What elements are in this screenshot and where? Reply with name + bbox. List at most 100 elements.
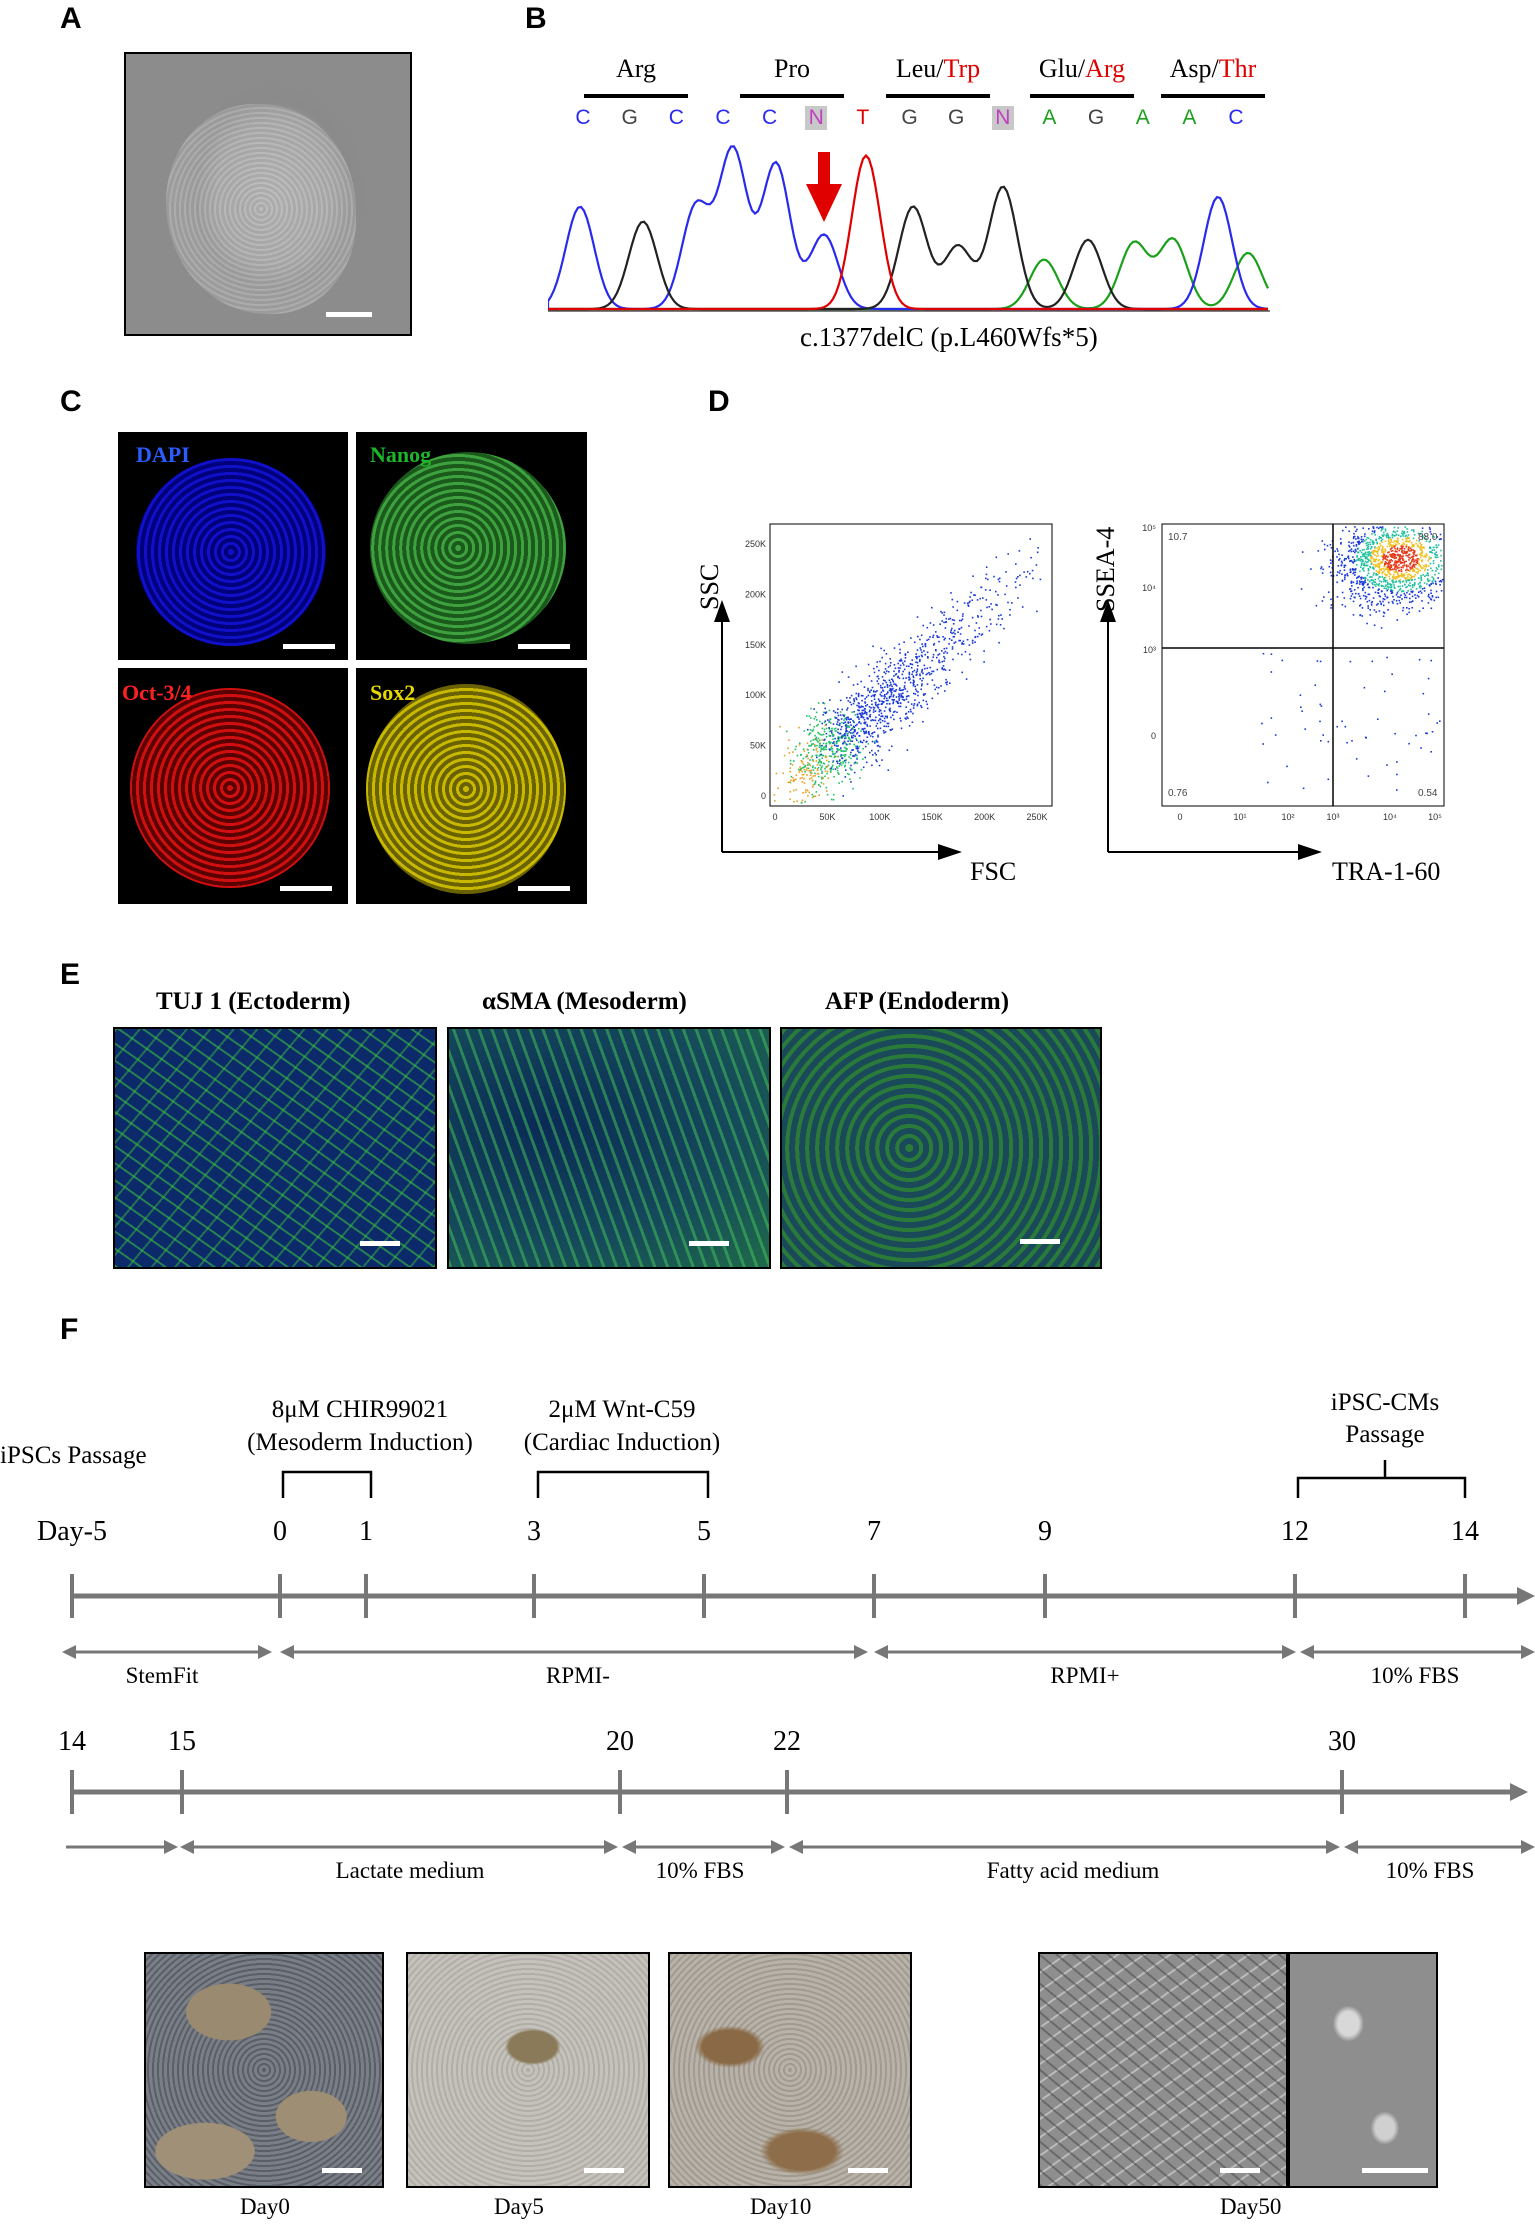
event-dot (817, 766, 820, 769)
event-dot (860, 730, 862, 732)
event-dot (1370, 557, 1372, 560)
event-dot (825, 742, 828, 745)
event-dot (873, 671, 876, 674)
event-dot (1341, 580, 1344, 582)
event-dot (1396, 761, 1398, 763)
event-dot (863, 686, 866, 688)
event-dot (798, 726, 800, 729)
event-dot (1382, 556, 1384, 559)
event-dot (1376, 555, 1378, 558)
event-dot (840, 737, 843, 739)
event-dot (851, 728, 853, 730)
event-dot (884, 715, 887, 718)
event-dot (881, 759, 883, 761)
event-dot (828, 761, 830, 763)
event-dot (1416, 539, 1418, 542)
event-dot (1394, 732, 1396, 735)
event-dot (1409, 547, 1411, 550)
event-dot (1424, 575, 1426, 577)
event-dot (1403, 551, 1406, 554)
event-dot (1421, 560, 1423, 563)
event-dot (1373, 531, 1376, 533)
event-dot (898, 699, 900, 701)
event-dot (1370, 563, 1373, 565)
event-dot (1423, 590, 1426, 592)
event-dot (891, 688, 893, 691)
event-dot (1381, 526, 1384, 528)
event-dot (869, 735, 872, 737)
event-dot (823, 702, 826, 705)
event-dot (830, 746, 833, 749)
event-dot (985, 599, 988, 601)
event-dot (921, 643, 923, 645)
event-dot (1366, 558, 1369, 560)
event-dot (1406, 531, 1409, 533)
event-dot (1403, 532, 1406, 535)
event-dot (1388, 541, 1391, 544)
event-dot (1399, 535, 1402, 538)
event-dot (1353, 596, 1356, 599)
event-dot (874, 719, 877, 722)
event-dot (1347, 555, 1350, 557)
event-dot (966, 638, 969, 641)
event-dot (1378, 566, 1381, 569)
event-dot (907, 676, 910, 679)
event-dot (1395, 544, 1398, 546)
quadrant-ur: 88.0 (1418, 532, 1438, 543)
y-tick-label: 10³ (1143, 645, 1156, 655)
event-dot (876, 665, 878, 668)
event-dot (860, 694, 863, 697)
event-dot (823, 730, 826, 733)
trace-G (548, 185, 1268, 311)
event-dot (913, 683, 915, 686)
event-dot (1349, 569, 1352, 571)
event-dot (830, 755, 833, 758)
event-dot (1361, 559, 1364, 561)
event-dot (1353, 544, 1355, 547)
y-tick-label: 100K (745, 690, 766, 700)
event-dot (848, 731, 850, 733)
event-dot (931, 606, 933, 609)
event-dot (1383, 598, 1386, 601)
event-dot (1368, 599, 1371, 602)
event-dot (839, 699, 842, 702)
event-dot (845, 743, 848, 746)
event-dot (1435, 570, 1437, 572)
event-dot (855, 692, 858, 695)
event-dot (845, 723, 847, 726)
event-dot (1425, 540, 1428, 542)
event-dot (1427, 574, 1429, 577)
event-dot (789, 763, 792, 765)
event-dot (1394, 544, 1397, 547)
event-dot (820, 761, 822, 763)
event-dot (841, 708, 843, 711)
event-dot (826, 770, 829, 773)
event-dot (899, 664, 902, 667)
day-tick-label: 7 (867, 1516, 881, 1547)
event-dot (1039, 578, 1042, 581)
event-dot (919, 638, 921, 641)
event-dot (858, 721, 861, 723)
event-dot (1432, 562, 1435, 565)
event-dot (824, 775, 826, 778)
event-dot (1381, 549, 1383, 551)
event-dot (1366, 600, 1369, 603)
event-dot (1400, 545, 1403, 548)
event-dot (1386, 556, 1389, 558)
event-dot (1404, 594, 1407, 597)
codon-label-2: Leu/Trp (895, 54, 981, 83)
event-dot (916, 703, 919, 706)
event-dot (830, 748, 832, 750)
event-dot (795, 745, 797, 748)
event-dot (1395, 576, 1398, 578)
event-dot (819, 760, 821, 762)
event-dot (838, 719, 840, 721)
event-dot (972, 639, 974, 642)
event-dot (902, 689, 905, 691)
event-dot (872, 694, 874, 697)
event-dot (1368, 551, 1370, 553)
event-dot (1370, 554, 1372, 557)
event-dot (1330, 604, 1333, 606)
event-dot (906, 749, 909, 751)
event-dot (892, 694, 895, 696)
